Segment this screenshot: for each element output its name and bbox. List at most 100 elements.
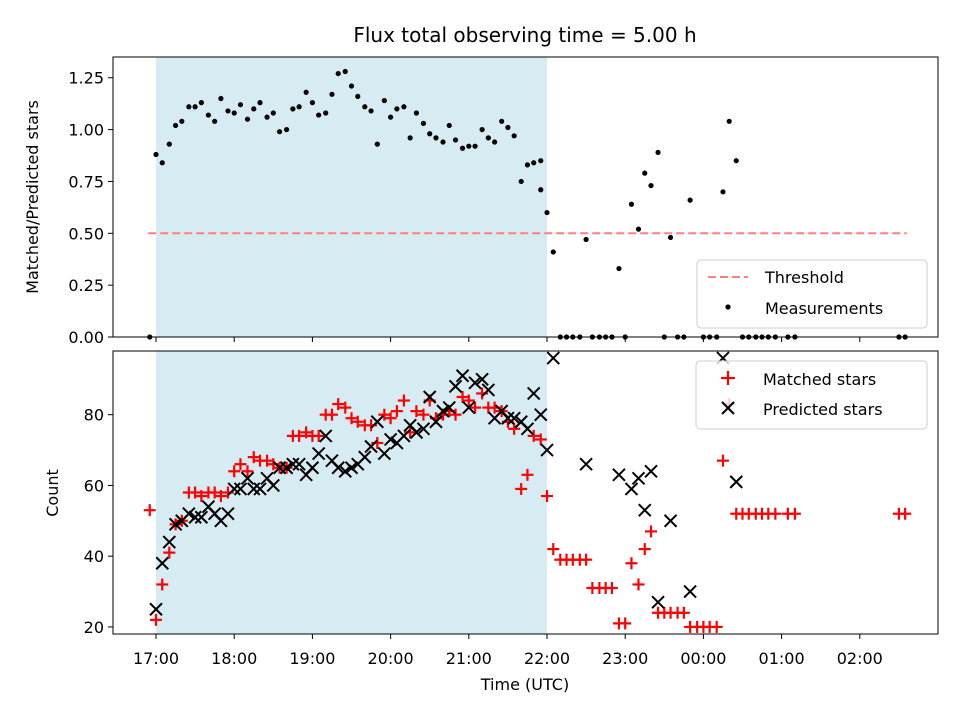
bottom-y-axis-label: Count: [43, 469, 62, 517]
matched-star-point: [541, 490, 554, 503]
matched-star-point: [619, 617, 632, 630]
bottom-y-axis-ticks: 20 40 60 80: [84, 406, 113, 637]
predicted-star-point: [149, 602, 163, 616]
matched-star-point: [410, 405, 423, 418]
measurement-point: [544, 209, 550, 216]
measurement-point: [237, 102, 244, 108]
measurement-point: [550, 249, 556, 255]
measurement-point: [179, 118, 185, 124]
matched-star-point: [456, 390, 469, 403]
predicted-star-point: [182, 507, 196, 521]
measurement-point: [511, 133, 517, 139]
measurement-point: [538, 158, 544, 164]
bottom-y-tick-label: 60: [84, 476, 104, 495]
measurement-point: [348, 83, 355, 89]
measurement-point: [212, 118, 218, 124]
matched-star-point: [293, 429, 306, 442]
legend-matched-label: Matched stars: [763, 370, 876, 389]
matched-star-point: [716, 454, 729, 467]
measurement-point: [655, 149, 661, 156]
top-legend-box: [696, 259, 928, 329]
measurement-point: [720, 189, 726, 195]
measurement-point: [726, 118, 732, 124]
measurement-point: [264, 114, 270, 120]
measurement-point: [342, 68, 348, 75]
predicted-stars-points: [149, 351, 743, 616]
top-chart-panel: Flux total observing time = 5.00 h 0.000…: [23, 23, 939, 347]
measurement-point: [388, 114, 394, 120]
bottom-y-tick-label: 80: [84, 406, 104, 425]
bottom-axes-frame: [112, 350, 939, 635]
measurement-point: [505, 124, 511, 131]
measurement-point: [648, 182, 654, 189]
predicted-star-point: [305, 461, 320, 475]
measurement-point: [153, 151, 159, 158]
predicted-star-point: [409, 425, 424, 440]
predicted-star-point: [221, 507, 235, 521]
measurement-point: [335, 70, 341, 77]
legend-predicted-label: Predicted stars: [763, 400, 883, 419]
measurement-point: [198, 100, 204, 106]
measurement-point: [427, 131, 433, 137]
predicted-star-point: [468, 376, 482, 390]
matched-star-point: [300, 426, 313, 439]
predicted-star-point: [462, 400, 476, 415]
measurement-point: [524, 162, 531, 168]
predicted-star-point: [624, 482, 639, 496]
measurement-point: [374, 141, 380, 147]
predicted-star-point: [579, 457, 593, 471]
measurement-point: [531, 160, 537, 166]
measurement-point: [479, 126, 485, 133]
predicted-star-point: [540, 443, 554, 457]
predicted-star-point: [253, 482, 267, 496]
measurement-point: [225, 108, 231, 114]
measurement-point: [284, 126, 290, 133]
bottom-x-tick-label: 00:00: [680, 649, 726, 668]
top-axes-frame: [112, 56, 939, 338]
measurement-point: [420, 120, 427, 126]
measurement-point: [642, 170, 648, 176]
legend-measurements-label: Measurements: [765, 299, 883, 318]
measurement-point: [407, 135, 413, 141]
predicted-star-point: [475, 372, 489, 387]
matched-star-point: [645, 525, 658, 538]
matched-star-point: [390, 405, 403, 418]
matched-star-point: [351, 415, 364, 428]
predicted-star-point: [370, 415, 385, 429]
bottom-y-tick-label: 20: [84, 618, 104, 637]
top-y-tick-label: 0.50: [68, 224, 104, 243]
measurement-point: [270, 110, 276, 116]
matched-star-point: [195, 490, 208, 503]
bottom-x-tick-label: 18:00: [211, 649, 257, 668]
matched-star-point: [384, 412, 397, 425]
measurement-point: [244, 116, 251, 122]
matched-star-point: [378, 408, 391, 421]
matched-star-point: [143, 504, 156, 517]
predicted-star-point: [534, 407, 548, 422]
measurement-point: [466, 143, 472, 149]
matched-star-point: [247, 451, 260, 464]
predicted-star-point: [279, 461, 294, 475]
predicted-star-point: [383, 432, 398, 447]
matched-star-point: [632, 578, 645, 591]
matched-star-point: [228, 465, 241, 478]
measurement-point: [166, 141, 172, 147]
measurement-point: [518, 178, 524, 185]
matched-star-point: [241, 465, 254, 478]
measurement-point: [401, 104, 407, 110]
matched-star-point: [515, 482, 528, 495]
predicted-star-point: [481, 383, 496, 397]
legend-matched-swatch: [721, 371, 735, 385]
measurement-point: [251, 106, 257, 112]
measurement-point: [192, 104, 198, 110]
matched-star-point: [788, 507, 801, 520]
matched-star-point: [312, 429, 325, 442]
predicted-star-point: [729, 475, 743, 489]
predicted-star-point: [311, 446, 326, 461]
predicted-star-point: [155, 556, 169, 570]
matched-star-point: [625, 557, 638, 570]
measurement-point: [303, 89, 309, 95]
measurement-point: [231, 110, 237, 116]
matched-star-point: [325, 408, 338, 421]
predicted-star-point: [194, 510, 209, 524]
